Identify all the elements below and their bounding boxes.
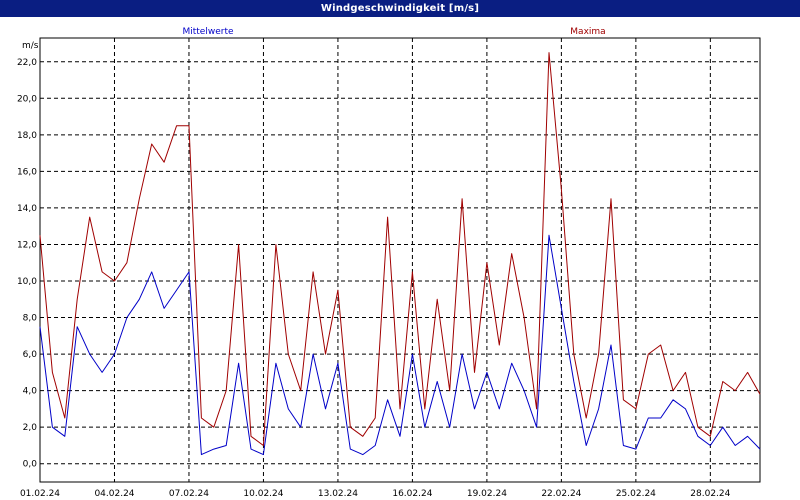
y-axis: 0,0 2,0 4,0 6,0 8,0 10,0 12,0 14,0 16,0 18,0 20,0 2…	[17, 58, 37, 470]
y-tick-label: 14,0	[17, 204, 37, 214]
x-axis: 01.02.24 04.02.24 07.02.24 10.02.24 13.02.24…	[20, 489, 731, 499]
series-line-maxima	[39, 52, 761, 446]
x-tick-label: 10.02.24	[243, 489, 283, 499]
x-tick-label: 01.02.24	[20, 489, 60, 499]
y-tick-label: 10,0	[17, 277, 37, 287]
x-tick-label: 22.02.24	[541, 489, 581, 499]
plot-area	[39, 37, 761, 483]
legend-maxima: Maxima	[570, 27, 605, 37]
x-tick-label: 19.02.24	[467, 489, 507, 499]
grid-lines	[40, 38, 760, 482]
y-tick-label: 2,0	[23, 423, 38, 433]
y-tick-label: 18,0	[17, 131, 37, 141]
series-line-mittelwerte	[39, 234, 761, 456]
chart-title: Windgeschwindigkeit [m/s]	[0, 0, 800, 17]
y-tick-label: 12,0	[17, 240, 37, 250]
y-tick-label: 0,0	[23, 460, 38, 470]
wind-speed-chart: 0,0 2,0 4,0 6,0 8,0 10,0 12,0 14,0 16,0 18,0 20,0 2…	[17, 27, 761, 499]
x-tick-label: 25.02.24	[616, 489, 656, 499]
y-tick-label: 16,0	[17, 167, 37, 177]
y-tick-label: 4,0	[23, 387, 38, 397]
x-tick-label: 28.02.24	[690, 489, 730, 499]
y-tick-label: 8,0	[23, 314, 38, 324]
y-tick-label: 20,0	[17, 94, 37, 104]
x-tick-label: 16.02.24	[392, 489, 432, 499]
legend-mittelwerte: Mittelwerte	[182, 27, 233, 37]
x-tick-label: 13.02.24	[318, 489, 358, 499]
x-tick-label: 07.02.24	[169, 489, 209, 499]
y-axis-label: m/s	[22, 41, 39, 51]
y-tick-label: 22,0	[17, 58, 37, 68]
x-tick-label: 04.02.24	[94, 489, 134, 499]
y-tick-label: 6,0	[23, 350, 38, 360]
series-lines	[39, 52, 761, 456]
